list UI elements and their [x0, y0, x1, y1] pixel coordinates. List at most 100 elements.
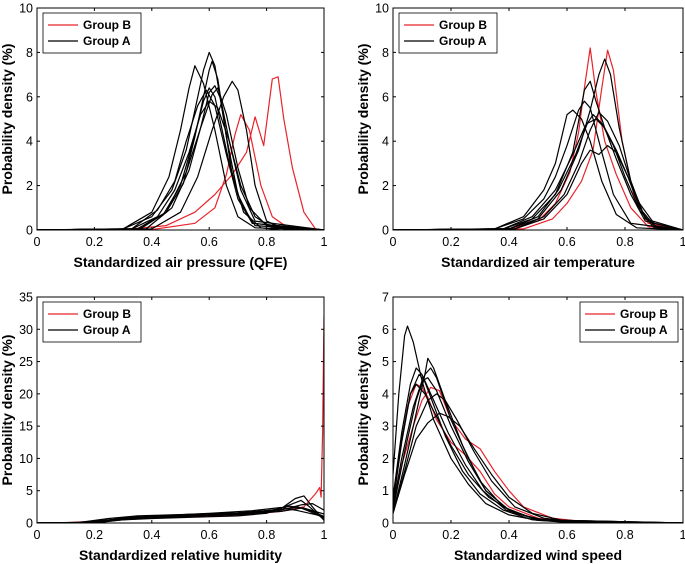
- axes-box: [36, 7, 325, 231]
- y-tick-label: 6: [382, 90, 389, 104]
- x-axis-label: Standardized wind speed: [454, 547, 622, 563]
- series-group: [393, 47, 683, 230]
- axes-box: [392, 296, 684, 524]
- series-line-group-a-8: [393, 377, 683, 523]
- chart-humidity: 0 0.2 0.4 0.6 0.8 105101520253035Standardized…: [0, 291, 328, 564]
- x-tick-label: 0.4: [500, 235, 517, 249]
- x-tick-label: 0.8: [258, 235, 275, 249]
- series-line-group-a-10: [37, 100, 324, 230]
- y-tick-label: 4: [26, 135, 33, 149]
- series-line-group-a-5: [37, 80, 324, 230]
- x-tick-label: 0.6: [558, 528, 575, 542]
- legend-label-group-b: Group B: [439, 18, 487, 32]
- legend-label-group-b: Group B: [83, 18, 131, 32]
- series-line-group-a-7: [393, 383, 683, 523]
- series-line-group-a-6: [37, 89, 324, 230]
- axes-box: [36, 296, 325, 524]
- y-tick-label: 20: [19, 387, 33, 401]
- x-tick-label: 0: [390, 528, 397, 542]
- y-tick-label: 10: [19, 2, 33, 16]
- x-tick-label: 0.8: [616, 528, 633, 542]
- x-axis-label: Standardized relative humidity: [79, 547, 282, 563]
- legend: Group B Group A: [42, 301, 142, 343]
- y-tick-label: 8: [26, 46, 33, 60]
- axes-box: [392, 7, 684, 231]
- y-tick-label: 0: [26, 224, 33, 238]
- series-line-group-b-0: [37, 76, 324, 230]
- series-group: [37, 51, 324, 230]
- series-line-group-a-6: [393, 412, 683, 523]
- series-line-group-a-9: [393, 111, 683, 230]
- series-group: [37, 316, 324, 523]
- legend-label-group-b: Group B: [620, 307, 668, 321]
- y-tick-label: 25: [19, 355, 33, 369]
- series-line-group-a-3: [37, 65, 324, 230]
- y-tick-label: 0: [382, 224, 389, 238]
- series-line-group-b-1: [393, 386, 683, 523]
- legend-label-group-b: Group B: [83, 307, 131, 321]
- legend-box: [398, 12, 498, 54]
- y-axis-label: Probability density (%): [355, 335, 371, 486]
- y-tick-label: 15: [19, 420, 33, 434]
- series-line-group-a-2: [393, 325, 683, 523]
- x-tick-label: 0.6: [558, 235, 575, 249]
- y-axis-label: Probability density (%): [0, 335, 15, 486]
- legend: Group B Group A: [42, 12, 142, 54]
- series-line-group-b-1: [37, 114, 324, 230]
- series-line-group-a-2: [393, 109, 683, 230]
- series-line-group-b-0: [393, 383, 683, 523]
- y-tick-label: 7: [382, 291, 389, 305]
- series-line-group-a-6: [393, 145, 683, 230]
- y-tick-label: 30: [19, 323, 33, 337]
- x-tick-label: 0: [34, 235, 41, 249]
- series-line-group-b-0: [37, 316, 324, 523]
- x-tick-label: 0.6: [201, 528, 218, 542]
- y-tick-label: 10: [375, 2, 389, 16]
- y-tick-label: 6: [26, 90, 33, 104]
- series-line-group-a-6: [37, 503, 324, 523]
- series-line-group-a-5: [393, 357, 683, 523]
- x-axis-label: Standardized air pressure (QFE): [74, 254, 288, 270]
- x-tick-label: 0: [34, 528, 41, 542]
- x-tick-label: 1: [680, 528, 685, 542]
- series-line-group-a-7: [37, 506, 324, 523]
- x-tick-label: 0.2: [442, 235, 459, 249]
- series-line-group-a-8: [37, 87, 324, 230]
- y-tick-label: 5: [382, 355, 389, 369]
- y-axis-label: Probability density (%): [0, 44, 15, 195]
- y-axis-label: Probability density (%): [355, 44, 371, 195]
- y-tick-label: 1: [382, 484, 389, 498]
- legend: Group B Group A: [579, 301, 679, 343]
- x-axis-label: Standardized air temperature: [441, 254, 635, 270]
- legend-box: [579, 301, 679, 343]
- y-tick-label: 2: [382, 452, 389, 466]
- x-tick-label: 1: [321, 235, 328, 249]
- series-line-group-a-9: [37, 60, 324, 230]
- y-tick-label: 8: [382, 46, 389, 60]
- y-tick-label: 0: [26, 517, 33, 531]
- legend-box: [42, 301, 142, 343]
- series-line-group-a-5: [37, 505, 324, 523]
- series-line-group-a-7: [393, 114, 683, 230]
- x-tick-label: 0.8: [258, 528, 275, 542]
- x-tick-label: 1: [321, 528, 328, 542]
- y-tick-label: 3: [382, 420, 389, 434]
- series-line-group-a-2: [37, 51, 324, 230]
- x-tick-label: 0.6: [201, 235, 218, 249]
- y-tick-label: 0: [382, 517, 389, 531]
- series-line-group-a-9: [393, 393, 683, 523]
- y-tick-label: 4: [382, 387, 389, 401]
- series-line-group-a-3: [393, 100, 683, 230]
- y-tick-label: 2: [382, 179, 389, 193]
- legend-label-group-a: Group A: [83, 34, 131, 48]
- legend: Group B Group A: [398, 12, 498, 54]
- x-tick-label: 0.4: [500, 528, 517, 542]
- legend-label-group-a: Group A: [83, 323, 131, 337]
- x-tick-label: 0.2: [86, 528, 103, 542]
- legend-label-group-a: Group A: [620, 323, 668, 337]
- x-tick-label: 0: [390, 235, 397, 249]
- y-tick-label: 6: [382, 323, 389, 337]
